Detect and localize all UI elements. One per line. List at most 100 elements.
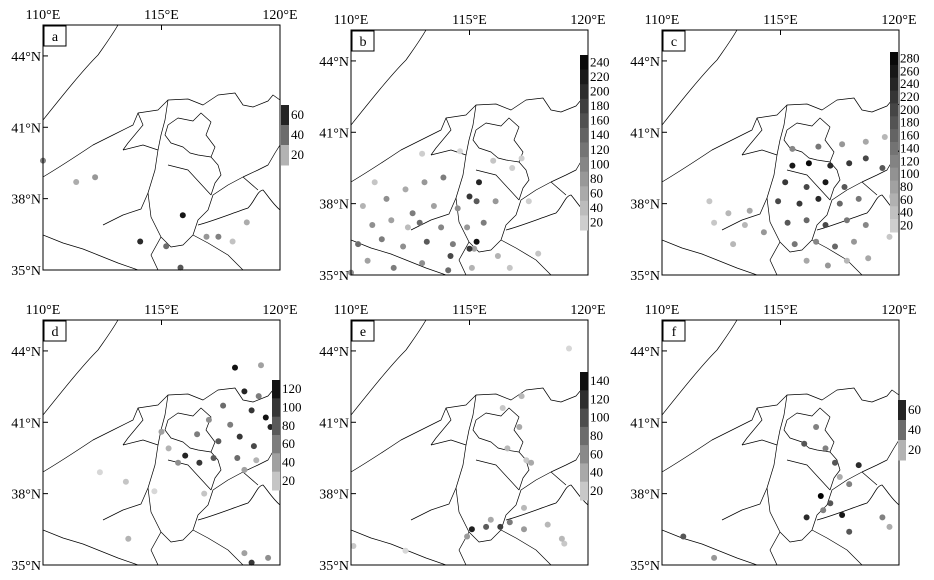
data-point (220, 402, 227, 409)
colorbar-segment (890, 90, 898, 104)
data-point (561, 540, 568, 547)
data-point (464, 224, 471, 231)
colorbar-segment (580, 84, 588, 100)
y-tick-label: 38°N (319, 198, 349, 213)
data-point (179, 212, 186, 219)
y-tick-label: 35°N (630, 559, 660, 574)
data-point (248, 559, 255, 566)
data-point (843, 257, 850, 264)
colorbar-segment (580, 113, 588, 129)
y-tick-label: 41°N (319, 126, 349, 141)
data-point (468, 526, 475, 533)
colorbar-tick-label: 40 (291, 127, 304, 142)
panel-label: e (360, 325, 366, 340)
data-point (822, 445, 829, 452)
data-point (803, 184, 810, 190)
data-point (364, 257, 371, 264)
x-tick-label: 120°E (881, 13, 916, 28)
data-point (784, 219, 791, 226)
data-point (125, 535, 132, 542)
data-point (711, 554, 718, 561)
data-point (383, 195, 390, 202)
data-point (227, 421, 234, 428)
data-point (483, 523, 490, 530)
data-point (518, 393, 525, 400)
data-point (390, 264, 397, 271)
data-point (253, 457, 260, 464)
data-point (824, 262, 831, 269)
panel-c: 110°E 115°E 120°E 44°N 41°N 38°N 35°N c 20406080… (630, 13, 919, 284)
x-tick-label: 115°E (144, 303, 179, 318)
map-frame (661, 319, 900, 566)
colorbar-segment (890, 180, 898, 194)
data-point (789, 162, 796, 169)
colorbar-segment (890, 52, 898, 66)
data-point (846, 481, 853, 488)
data-point (232, 364, 238, 371)
data-point (430, 203, 437, 209)
data-point (879, 514, 886, 521)
colorbar-segment (272, 435, 280, 454)
y-tick-label: 41°N (11, 121, 41, 136)
colorbar-tick-label: 240 (900, 76, 920, 91)
data-point (516, 424, 523, 430)
colorbar-segment (898, 400, 906, 421)
panel-b: 110°E 115°E 120°E 44°N 41°N 38°N 35°N b 20406080… (319, 13, 609, 284)
colorbar-tick-label: 120 (590, 142, 610, 157)
data-point (775, 198, 782, 205)
data-point (886, 233, 893, 240)
data-point (182, 452, 189, 459)
basemap-c (662, 30, 899, 275)
data-point (813, 238, 820, 245)
colorbar-segment (580, 200, 588, 216)
data-point (801, 440, 808, 447)
colorbar-segment (272, 471, 280, 491)
data-point (203, 233, 210, 240)
data-point (402, 186, 409, 193)
colorbar-tick-label: 160 (590, 113, 610, 128)
colorbar-segment (890, 154, 898, 169)
data-point (832, 459, 838, 466)
data-point (839, 512, 846, 518)
data-point (255, 393, 262, 400)
map-frame (42, 24, 281, 271)
data-point (803, 217, 810, 224)
data-point (466, 193, 473, 200)
y-tick-label: 44°N (630, 345, 660, 360)
colorbar-segment (272, 453, 280, 473)
data-point (466, 245, 473, 252)
data-point (404, 224, 411, 231)
data-point (836, 474, 843, 480)
colorbar-tick-label: 20 (291, 147, 304, 162)
colorbar-tick-label: 60 (590, 186, 603, 201)
colorbar-tick-label: 20 (908, 442, 921, 457)
colorbar-segment (272, 416, 280, 436)
panel-label: a (52, 30, 59, 45)
colorbar-tick-label: 220 (900, 89, 920, 104)
data-point (528, 459, 535, 466)
colorbar-segment (890, 219, 898, 233)
colorbar-segment (580, 390, 588, 410)
colorbar-segment (890, 64, 898, 79)
colorbar-segment (580, 463, 588, 483)
data-point (416, 219, 423, 226)
data-point (741, 222, 748, 228)
data-point (445, 267, 452, 274)
y-tick-label: 44°N (11, 345, 41, 360)
data-point (521, 526, 527, 533)
y-tick-label: 38°N (319, 488, 349, 503)
x-tick-label: 110°E (645, 13, 680, 28)
data-point (487, 516, 494, 523)
colorbar-segment (890, 129, 898, 143)
data-point (879, 165, 886, 171)
y-tick-label: 38°N (11, 193, 41, 208)
x-tick-label: 120°E (262, 303, 297, 318)
data-point (746, 207, 753, 214)
colorbar-segment (580, 98, 588, 114)
x-tick-label: 115°E (763, 13, 798, 28)
data-point (492, 198, 499, 205)
colorbar-tick-label: 260 (900, 63, 920, 78)
colorbar-segment (890, 77, 898, 92)
x-tick-label: 120°E (570, 13, 605, 28)
panel-label-box (43, 320, 67, 342)
